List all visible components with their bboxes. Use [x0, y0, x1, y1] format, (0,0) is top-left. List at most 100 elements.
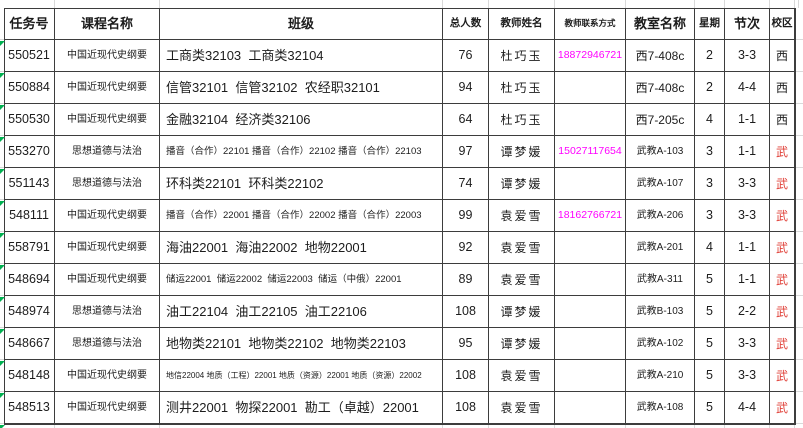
cell-classes[interactable]: 信管32101 信管32102 农经职32101 [160, 72, 443, 104]
cell-campus[interactable]: 武 [770, 360, 795, 392]
cell-task_id[interactable]: 550521 [4, 40, 55, 72]
cell-teacher[interactable]: 袁爱雪 [489, 232, 555, 264]
cell-classroom[interactable]: 西7-408c [626, 40, 695, 72]
cell-phone[interactable]: 15027117654 [555, 136, 626, 168]
cell-period[interactable]: 3-3 [725, 360, 770, 392]
cell-students[interactable]: 74 [443, 168, 489, 200]
cell-students[interactable]: 95 [443, 328, 489, 360]
cell-phone[interactable] [555, 168, 626, 200]
cell-campus[interactable]: 西 [770, 72, 795, 104]
cell-task_id[interactable]: 548974 [4, 296, 55, 328]
cell-course[interactable]: 中国近现代史纲要 [55, 264, 160, 296]
cell-teacher[interactable]: 谭梦媛 [489, 168, 555, 200]
cell-phone[interactable]: 18872946721 [555, 40, 626, 72]
cell-course[interactable]: 中国近现代史纲要 [55, 40, 160, 72]
cell-classes[interactable]: 地物类22101 地物类22102 地物类22103 [160, 328, 443, 360]
cell-classroom[interactable]: 武教A-311 [626, 264, 695, 296]
cell-classroom[interactable]: 武教B-103 [626, 296, 695, 328]
cell-campus[interactable]: 武 [770, 392, 795, 424]
cell-weekday[interactable]: 5 [695, 296, 725, 328]
cell-phone[interactable]: 18162766721 [555, 200, 626, 232]
cell-classes[interactable]: 海油22001 海油22002 地物22001 [160, 232, 443, 264]
cell-task_id[interactable]: 553270 [4, 136, 55, 168]
cell-phone[interactable] [555, 264, 626, 296]
cell-period[interactable]: 1-1 [725, 232, 770, 264]
cell-teacher[interactable]: 杜巧玉 [489, 104, 555, 136]
cell-phone[interactable] [555, 72, 626, 104]
cell-classes[interactable]: 储运22001 储运22002 储运22003 储运（中俄）22001 [160, 264, 443, 296]
cell-teacher[interactable]: 杜巧玉 [489, 40, 555, 72]
cell-classes[interactable]: 金融32104 经济类32106 [160, 104, 443, 136]
cell-period[interactable]: 4-4 [725, 72, 770, 104]
cell-teacher[interactable]: 袁爱雪 [489, 360, 555, 392]
cell-classroom[interactable]: 武教A-103 [626, 136, 695, 168]
cell-students[interactable]: 108 [443, 296, 489, 328]
cell-students[interactable]: 89 [443, 264, 489, 296]
cell-students[interactable]: 92 [443, 232, 489, 264]
column-header-weekday[interactable]: 星期 [695, 8, 725, 40]
cell-weekday[interactable]: 3 [695, 200, 725, 232]
cell-period[interactable]: 3-3 [725, 168, 770, 200]
cell-students[interactable]: 76 [443, 40, 489, 72]
cell-task_id[interactable]: 550884 [4, 72, 55, 104]
cell-weekday[interactable]: 5 [695, 264, 725, 296]
cell-teacher[interactable]: 谭梦媛 [489, 296, 555, 328]
cell-campus[interactable]: 武 [770, 264, 795, 296]
cell-students[interactable]: 108 [443, 360, 489, 392]
column-header-phone[interactable]: 教师联系方式 [555, 8, 626, 40]
column-header-campus[interactable]: 校区 [770, 8, 795, 40]
cell-weekday[interactable]: 4 [695, 232, 725, 264]
cell-teacher[interactable]: 谭梦媛 [489, 328, 555, 360]
cell-classroom[interactable]: 武教A-102 [626, 328, 695, 360]
cell-task_id[interactable]: 548148 [4, 360, 55, 392]
column-header-task_id[interactable]: 任务号 [4, 8, 55, 40]
column-header-classroom[interactable]: 教室名称 [626, 8, 695, 40]
cell-students[interactable]: 97 [443, 136, 489, 168]
cell-task_id[interactable]: 548111 [4, 200, 55, 232]
cell-course[interactable]: 中国近现代史纲要 [55, 200, 160, 232]
cell-course[interactable]: 中国近现代史纲要 [55, 72, 160, 104]
cell-students[interactable]: 94 [443, 72, 489, 104]
cell-period[interactable]: 4-4 [725, 392, 770, 424]
cell-classroom[interactable]: 西7-205c [626, 104, 695, 136]
cell-classroom[interactable]: 武教A-206 [626, 200, 695, 232]
cell-teacher[interactable]: 谭梦媛 [489, 136, 555, 168]
cell-task_id[interactable]: 548694 [4, 264, 55, 296]
cell-phone[interactable] [555, 392, 626, 424]
cell-classroom[interactable]: 武教A-201 [626, 232, 695, 264]
cell-classes[interactable]: 播音（合作）22001 播音（合作）22002 播音（合作）22003 [160, 200, 443, 232]
column-header-classes[interactable]: 班级 [160, 8, 443, 40]
cell-classes[interactable]: 播音（合作）22101 播音（合作）22102 播音（合作）22103 [160, 136, 443, 168]
cell-phone[interactable] [555, 360, 626, 392]
cell-students[interactable]: 108 [443, 392, 489, 424]
cell-weekday[interactable]: 5 [695, 392, 725, 424]
cell-teacher[interactable]: 杜巧玉 [489, 72, 555, 104]
cell-classroom[interactable]: 西7-408c [626, 72, 695, 104]
cell-campus[interactable]: 武 [770, 232, 795, 264]
cell-phone[interactable] [555, 104, 626, 136]
cell-teacher[interactable]: 袁爱雪 [489, 200, 555, 232]
cell-weekday[interactable]: 3 [695, 136, 725, 168]
cell-classes[interactable]: 油工22104 油工22105 油工22106 [160, 296, 443, 328]
cell-teacher[interactable]: 袁爱雪 [489, 392, 555, 424]
cell-task_id[interactable]: 550530 [4, 104, 55, 136]
cell-period[interactable]: 1-1 [725, 136, 770, 168]
cell-campus[interactable]: 西 [770, 104, 795, 136]
cell-campus[interactable]: 武 [770, 168, 795, 200]
cell-weekday[interactable]: 4 [695, 104, 725, 136]
cell-course[interactable]: 中国近现代史纲要 [55, 104, 160, 136]
column-header-period[interactable]: 节次 [725, 8, 770, 40]
cell-phone[interactable] [555, 232, 626, 264]
cell-campus[interactable]: 武 [770, 136, 795, 168]
cell-phone[interactable] [555, 296, 626, 328]
cell-task_id[interactable]: 548667 [4, 328, 55, 360]
cell-period[interactable]: 1-1 [725, 104, 770, 136]
cell-weekday[interactable]: 5 [695, 328, 725, 360]
cell-weekday[interactable]: 3 [695, 168, 725, 200]
cell-course[interactable]: 中国近现代史纲要 [55, 232, 160, 264]
cell-students[interactable]: 99 [443, 200, 489, 232]
cell-classes[interactable]: 地信22004 地质（工程）22001 地质（资源）22001 地质（资源）22… [160, 360, 443, 392]
cell-classes[interactable]: 工商类32103 工商类32104 [160, 40, 443, 72]
cell-course[interactable]: 中国近现代史纲要 [55, 392, 160, 424]
cell-course[interactable]: 思想道德与法治 [55, 296, 160, 328]
